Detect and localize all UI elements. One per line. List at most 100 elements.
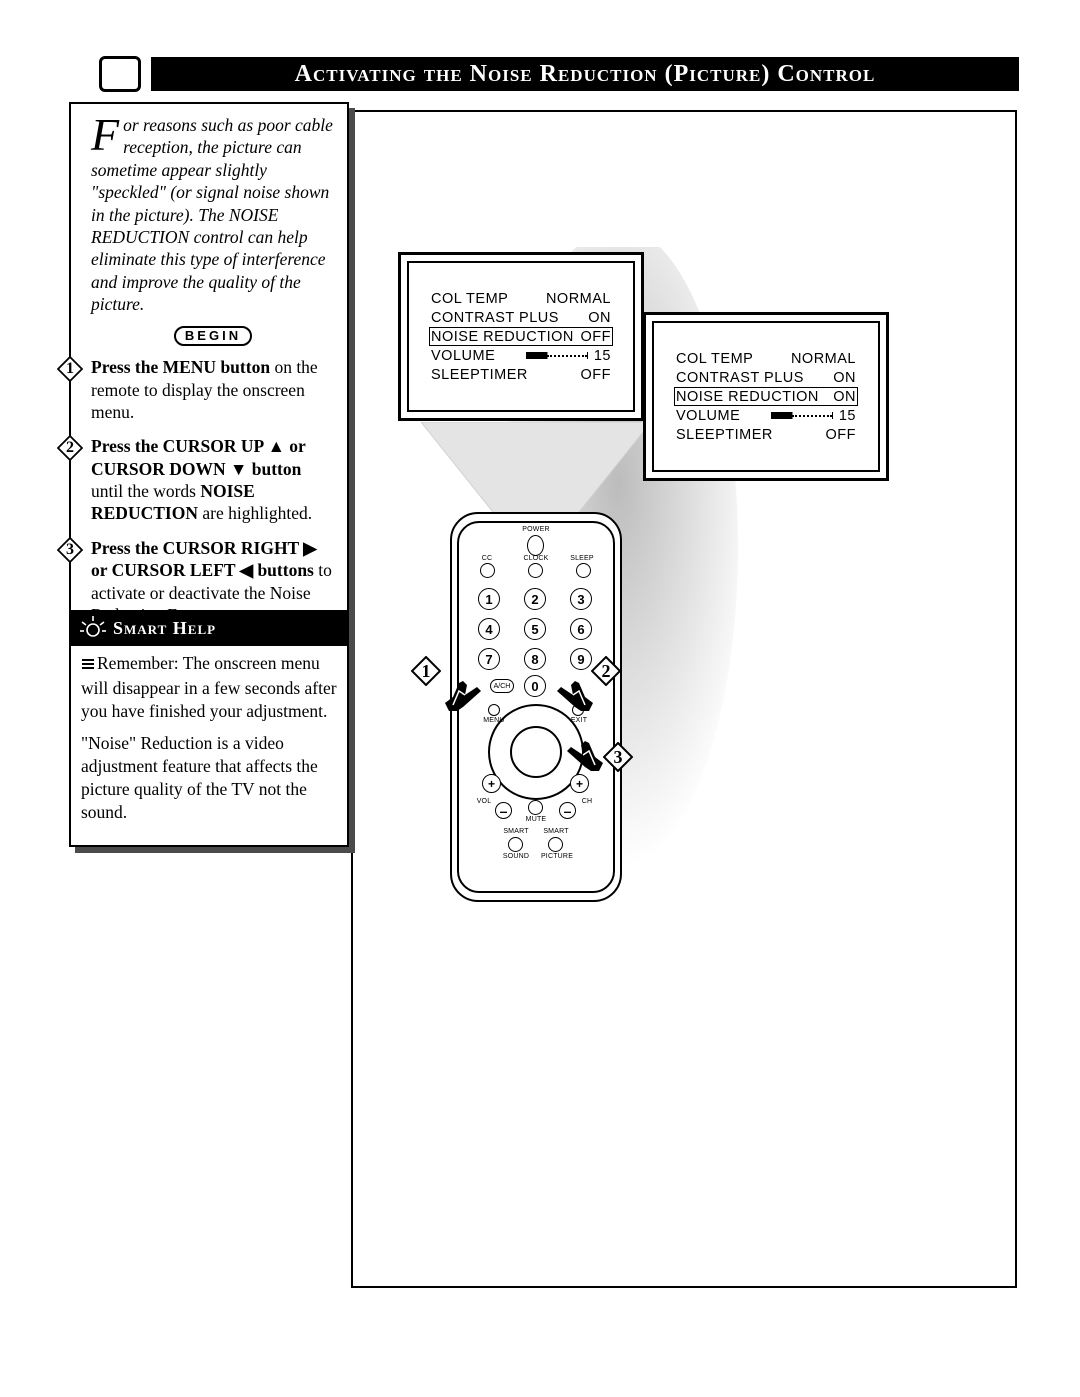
osd-label: COL TEMP — [431, 291, 540, 307]
osd-row: NOISE REDUCTIONOFF — [429, 327, 613, 346]
callout-1: 1 — [411, 656, 441, 686]
osd-value: 15 — [588, 348, 611, 364]
manual-page: Activating the Noise Reduction (Picture)… — [61, 55, 1019, 1295]
smart-help-p1: Remember: The onscreen menu will disappe… — [81, 652, 337, 722]
digit-6-button[interactable]: 6 — [570, 618, 592, 640]
digit-4-button[interactable]: 4 — [478, 618, 500, 640]
osd-screen-before: COL TEMPNORMALCONTRAST PLUSONNOISE REDUC… — [398, 252, 644, 421]
smart-sound-button[interactable] — [508, 837, 523, 852]
osd-label: CONTRAST PLUS — [431, 310, 582, 326]
callout-3: 3 — [603, 742, 633, 772]
ch-label: CH — [578, 798, 596, 805]
callout-num: 1 — [411, 656, 441, 686]
osd-row: VOLUME15 — [429, 346, 613, 365]
clock-button[interactable] — [528, 563, 543, 578]
osd-row: NOISE REDUCTIONON — [674, 387, 858, 406]
tv-icon — [99, 56, 141, 92]
illustration-frame: COL TEMPNORMALCONTRAST PLUSONNOISE REDUC… — [351, 110, 1017, 1288]
intro-text: For reasons such as poor cable reception… — [91, 114, 335, 316]
osd-row: CONTRAST PLUSON — [674, 368, 858, 387]
ch-up-button[interactable]: + — [570, 774, 589, 793]
vol-down-button[interactable]: – — [495, 802, 512, 819]
osd-label: VOLUME — [676, 408, 771, 424]
power-button[interactable] — [527, 535, 544, 556]
smart-help-title: Smart Help — [113, 617, 216, 640]
sound-label: SOUND — [500, 853, 532, 860]
sleep-label: SLEEP — [567, 555, 597, 562]
digit-1-button[interactable]: 1 — [478, 588, 500, 610]
sleep-button[interactable] — [576, 563, 591, 578]
step-marker: 2 — [57, 435, 83, 461]
menu-icon — [81, 654, 95, 677]
mute-button[interactable] — [528, 800, 543, 815]
osd-value: NORMAL — [540, 291, 611, 307]
osd-label: NOISE REDUCTION — [676, 389, 827, 405]
digit-2-button[interactable]: 2 — [524, 588, 546, 610]
smart-help-p1-text: Remember: The onscreen menu will disappe… — [81, 653, 337, 721]
clock-label: CLOCK — [519, 555, 553, 562]
page-title: Activating the Noise Reduction (Picture)… — [151, 57, 1019, 91]
ch-down-button[interactable]: – — [559, 802, 576, 819]
intro-body: or reasons such as poor cable reception,… — [91, 115, 333, 314]
osd-volume-bar — [526, 352, 588, 359]
step-2: 2 Press the CURSOR UP ▲ or CURSOR DOWN ▼… — [91, 435, 335, 525]
title-bar: Activating the Noise Reduction (Picture)… — [99, 55, 1019, 93]
osd-label: NOISE REDUCTION — [431, 329, 575, 345]
step-text: Press the CURSOR UP ▲ or CURSOR DOWN ▼ b… — [91, 436, 312, 523]
step-num: 3 — [57, 537, 83, 563]
instructions-box: For reasons such as poor cable reception… — [69, 102, 349, 694]
cc-button[interactable] — [480, 563, 495, 578]
vol-up-button[interactable]: + — [482, 774, 501, 793]
digit-9-button[interactable]: 9 — [570, 648, 592, 670]
osd-value: OFF — [575, 329, 612, 345]
osd-label: SLEEPTIMER — [676, 427, 820, 443]
digit-3-button[interactable]: 3 — [570, 588, 592, 610]
digit-7-button[interactable]: 7 — [478, 648, 500, 670]
digit-8-button[interactable]: 8 — [524, 648, 546, 670]
osd-row: SLEEPTIMEROFF — [674, 425, 858, 444]
osd-value: ON — [827, 389, 856, 405]
exit-button[interactable] — [572, 704, 584, 716]
digit-0-button[interactable]: 0 — [524, 675, 546, 697]
exit-label: EXIT — [568, 717, 590, 724]
osd-value: 15 — [833, 408, 856, 424]
intro-dropcap: F — [91, 114, 123, 155]
cursor-ring-inner[interactable] — [510, 726, 562, 778]
osd-value: NORMAL — [785, 351, 856, 367]
ach-button[interactable]: A/CH — [490, 679, 514, 693]
mute-label: MUTE — [522, 816, 550, 823]
smart-help-box: Smart Help Remember: The onscreen menu w… — [69, 610, 349, 847]
picture-label: PICTURE — [538, 853, 576, 860]
digit-5-button[interactable]: 5 — [524, 618, 546, 640]
smart-help-body: Remember: The onscreen menu will disappe… — [71, 646, 347, 845]
vol-label: VOL — [473, 798, 495, 805]
osd-row: COL TEMPNORMAL — [674, 349, 858, 368]
callout-num: 3 — [603, 742, 633, 772]
begin-pill: BEGIN — [174, 326, 252, 347]
cc-label: CC — [478, 555, 496, 562]
smart-help-p2: "Noise" Reduction is a video adjustment … — [81, 732, 337, 823]
power-label: POWER — [520, 526, 552, 533]
osd-volume-bar — [771, 412, 833, 419]
osd-value: ON — [827, 370, 856, 386]
smart-help-header: Smart Help — [71, 612, 347, 646]
osd-inner: COL TEMPNORMALCONTRAST PLUSONNOISE REDUC… — [652, 321, 880, 472]
step-marker: 1 — [57, 356, 83, 382]
osd-row: SLEEPTIMEROFF — [429, 365, 613, 384]
osd-row: CONTRAST PLUSON — [429, 308, 613, 327]
menu-label: MENU — [482, 717, 506, 724]
remote-control: POWER CC CLOCK SLEEP 1 2 3 4 5 6 7 8 9 A… — [450, 512, 622, 902]
step-num: 2 — [57, 435, 83, 461]
smart-picture-button[interactable] — [548, 837, 563, 852]
step-num: 1 — [57, 356, 83, 382]
osd-value: OFF — [575, 367, 612, 383]
osd-value: OFF — [820, 427, 857, 443]
callout-2: 2 — [591, 656, 621, 686]
step-1: 1 Press the MENU button on the remote to… — [91, 356, 335, 423]
menu-button[interactable] — [488, 704, 500, 716]
osd-inner: COL TEMPNORMALCONTRAST PLUSONNOISE REDUC… — [407, 261, 635, 412]
step-bold: Press the MENU button — [91, 357, 270, 377]
osd-value: ON — [582, 310, 611, 326]
smart-picture-label-top: SMART — [540, 828, 572, 835]
osd-label: CONTRAST PLUS — [676, 370, 827, 386]
